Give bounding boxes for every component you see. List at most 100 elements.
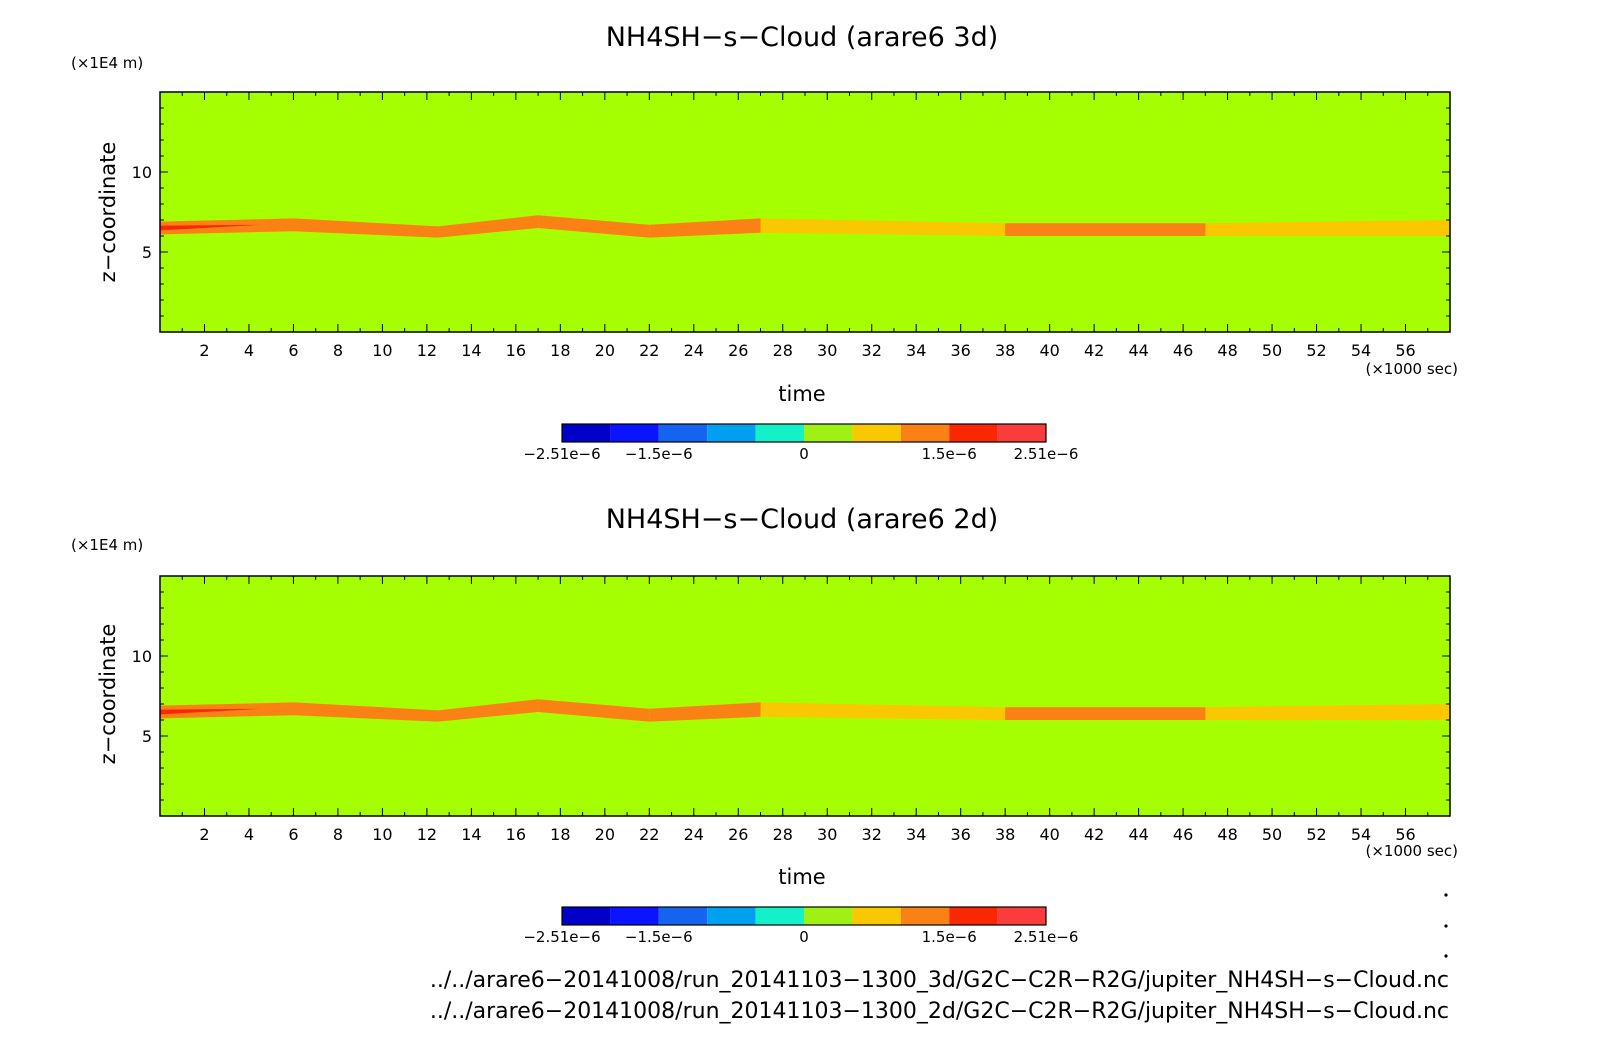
cloud-band-segment (1005, 223, 1206, 236)
x-tick-label: 12 (417, 341, 437, 360)
dot-mark (1444, 924, 1448, 928)
x-tick-label: 8 (333, 825, 343, 844)
x-tick-label: 10 (372, 825, 392, 844)
colorbar-swatch (900, 424, 950, 442)
colorbar-swatch (900, 907, 950, 925)
cloud-band-segment (293, 702, 439, 722)
colorbar-swatch (658, 424, 708, 442)
colorbar-label: 1.5e−6 (922, 445, 977, 463)
x-tick-label: 54 (1351, 825, 1371, 844)
x-tick-label: 42 (1084, 341, 1104, 360)
y-tick-label: 5 (142, 727, 152, 746)
colorbar-swatch (562, 424, 611, 442)
cloud-band-segment (438, 215, 539, 238)
colorbar-label: −2.51e−6 (523, 445, 600, 463)
file-path-3d: ../../arare6−20141008/run_20141103−1300_… (430, 968, 1449, 993)
colorbar-label: 2.51e−6 (1014, 445, 1079, 463)
colorbar-frame (561, 423, 1047, 443)
colorbar-swatch (755, 907, 804, 925)
x-axis-title: time (778, 865, 825, 889)
x-tick-label: 14 (461, 341, 481, 360)
x-tick-label: 26 (728, 341, 748, 360)
x-tick-label: 28 (773, 341, 793, 360)
x-tick-label: 48 (1217, 341, 1237, 360)
y-axis-title: z−coordinate (96, 624, 120, 765)
x-tick-label: 50 (1262, 341, 1282, 360)
x-tick-label: 32 (862, 341, 882, 360)
x-tick-label: 38 (995, 341, 1015, 360)
colorbar-swatch (610, 907, 659, 925)
x-unit-label: (×1000 sec) (1365, 842, 1458, 860)
colorbar: −2.51e−6 −1.5e−6 0 1.5e−6 2.51e−6 (523, 906, 1078, 946)
colorbar-label: 0 (799, 445, 809, 463)
x-tick-labels: 2 4 6 8 10 12 14 16 18 20 22 24 26 28 30 32 34 36 38 40 42 44… (199, 825, 1415, 844)
cloud-band-segment (1005, 707, 1206, 720)
y-tick-label: 10 (132, 163, 152, 182)
colorbar: −2.51e−6 −1.5e−6 0 1.5e−6 2.51e−6 (523, 423, 1079, 463)
x-tick-label: 16 (506, 825, 526, 844)
x-tick-label: 30 (817, 341, 837, 360)
y-tick-label: 5 (142, 243, 152, 262)
x-tick-label: 34 (906, 825, 926, 844)
colorbar-swatch (658, 907, 708, 925)
chart-title: NH4SH−s−Cloud (arare6 2d) (606, 504, 999, 535)
x-tick-label: 54 (1351, 341, 1371, 360)
colorbar-swatch (707, 907, 756, 925)
x-tick-label: 44 (1128, 341, 1148, 360)
plot-area (159, 575, 1451, 817)
x-tick-label: 50 (1262, 825, 1282, 844)
colorbar-swatch (997, 907, 1046, 925)
plot-area (159, 91, 1451, 333)
x-tick-label: 52 (1306, 825, 1326, 844)
x-tick-label: 8 (333, 341, 343, 360)
x-tick-label: 46 (1173, 341, 1193, 360)
colorbar-label: −1.5e−6 (625, 445, 693, 463)
colorbar-swatch (949, 907, 998, 925)
x-tick-label: 6 (288, 825, 298, 844)
x-tick-label: 4 (244, 341, 254, 360)
x-tick-label: 52 (1306, 341, 1326, 360)
dot-mark (1444, 893, 1448, 897)
x-tick-label: 24 (684, 341, 704, 360)
cloud-band-segment (538, 699, 650, 722)
x-tick-label: 14 (461, 825, 481, 844)
colorbar-swatch (804, 907, 853, 925)
x-tick-labels: 2 4 6 8 10 12 14 16 18 20 22 24 26 28 30 32 34 36 38 40 42 44… (199, 341, 1415, 360)
x-unit-label: (×1000 sec) (1365, 360, 1458, 378)
y-tick-label: 10 (132, 647, 152, 666)
x-tick-label: 18 (550, 825, 570, 844)
x-tick-label: 6 (288, 341, 298, 360)
y-axis-title: z−coordinate (96, 142, 120, 283)
cloud-band-segment (649, 702, 761, 722)
x-tick-label: 36 (951, 825, 971, 844)
colorbar-swatch (949, 424, 998, 442)
cloud-band-segment (293, 218, 439, 238)
x-tick-label: 56 (1395, 341, 1415, 360)
file-path-2d: ../../arare6−20141008/run_20141103−1300_… (430, 999, 1449, 1024)
x-tick-label: 24 (684, 825, 704, 844)
x-tick-label: 16 (506, 341, 526, 360)
y-tick-labels: 5 10 (132, 163, 152, 262)
x-tick-label: 10 (372, 341, 392, 360)
x-tick-label: 40 (1039, 825, 1059, 844)
x-tick-label: 20 (595, 825, 615, 844)
x-tick-label: 42 (1084, 825, 1104, 844)
x-tick-label: 4 (244, 825, 254, 844)
cloud-band-segment (438, 699, 539, 722)
cloud-band-segment (538, 215, 650, 238)
field-background (160, 92, 1450, 332)
field-background (160, 576, 1450, 816)
x-tick-label: 12 (417, 825, 437, 844)
x-axis-title: time (778, 382, 825, 406)
x-tick-label: 22 (639, 825, 659, 844)
x-tick-label: 36 (951, 341, 971, 360)
x-tick-label: 32 (862, 825, 882, 844)
cloud-band-core (160, 224, 261, 231)
colorbar-label: −2.51e−6 (523, 928, 600, 946)
colorbar-frame (561, 906, 1047, 926)
y-unit-label: (×1E4 m) (71, 54, 143, 72)
x-tick-label: 22 (639, 341, 659, 360)
